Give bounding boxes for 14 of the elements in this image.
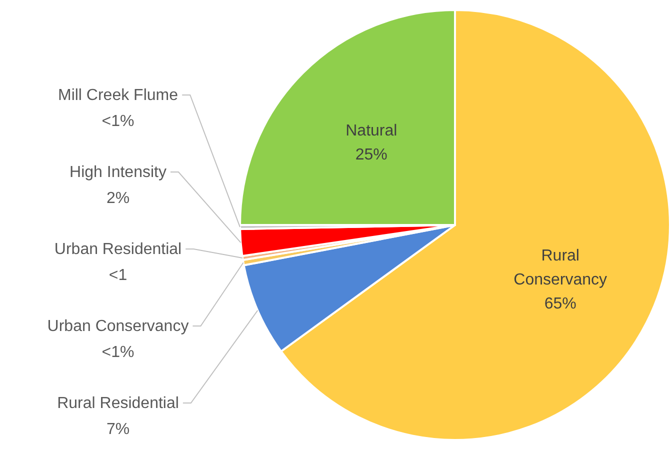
slice-label: Urban Residential [54,241,182,258]
slice-label: High Intensity [70,164,166,181]
data-label: <1% [102,113,134,130]
data-label: 7% [106,421,130,438]
data-label: <1% [102,344,134,361]
data-label: 25% [355,146,388,164]
data-label: <1 [108,267,128,284]
slice-label: Rural Conservancy [514,248,608,289]
slice-label: Urban Conservancy [47,318,189,335]
data-label: 2% [106,190,130,207]
slice-label: Rural Residential [57,395,179,412]
data-label: 65% [544,296,576,313]
slice-label: Mill Creek Flume [58,87,178,104]
slice-label: Natural [346,122,398,140]
